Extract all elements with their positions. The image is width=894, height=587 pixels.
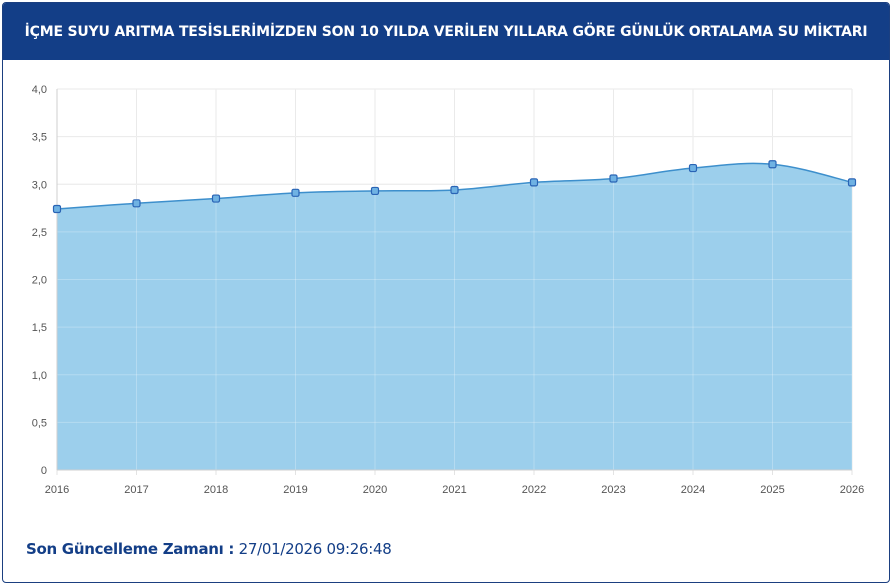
x-tick-label: 2024 <box>681 484 705 496</box>
last-updated-label: Son Güncelleme Zamanı : <box>26 540 235 558</box>
data-point <box>529 178 539 187</box>
x-tick-label: 2020 <box>363 484 387 496</box>
y-tick-label: 3,5 <box>32 132 47 144</box>
x-tick-label: 2022 <box>522 484 546 496</box>
data-point <box>768 160 777 169</box>
area-fill <box>57 163 852 470</box>
data-point <box>211 194 221 203</box>
y-tick-label: 0 <box>41 465 47 477</box>
data-point <box>370 186 380 196</box>
x-tick-label: 2017 <box>124 484 148 496</box>
y-tick-label: 2,0 <box>32 275 47 287</box>
chart-header: İÇME SUYU ARITMA TESİSLERİMİZDEN SON 10 … <box>3 3 889 60</box>
x-tick-label: 2021 <box>442 484 466 496</box>
data-point <box>450 185 459 195</box>
data-point <box>132 199 141 208</box>
x-tick-label: 2018 <box>204 484 228 496</box>
data-point <box>52 204 62 214</box>
last-updated-timestamp: 27/01/2026 09:26:48 <box>238 540 392 558</box>
y-tick-label: 1,5 <box>32 322 47 334</box>
x-tick-label: 2019 <box>283 484 307 496</box>
x-tick-label: 2023 <box>601 484 625 496</box>
y-tick-label: 4,0 <box>32 84 47 96</box>
y-tick-label: 0,5 <box>32 417 47 429</box>
data-point <box>688 163 698 173</box>
x-tick-label: 2025 <box>760 484 784 496</box>
data-point <box>291 188 300 197</box>
y-tick-label: 1,0 <box>32 370 47 382</box>
y-tick-label: 3,0 <box>32 179 47 191</box>
y-tick-label: 2,5 <box>32 227 47 239</box>
chart-title: İÇME SUYU ARITMA TESİSLERİMİZDEN SON 10 … <box>24 23 868 40</box>
data-point <box>609 174 618 183</box>
x-tick-label: 2016 <box>45 484 69 496</box>
data-point <box>847 178 857 187</box>
last-updated: Son Güncelleme Zamanı : 27/01/2026 09:26… <box>26 540 392 558</box>
x-tick-label: 2026 <box>840 484 864 496</box>
